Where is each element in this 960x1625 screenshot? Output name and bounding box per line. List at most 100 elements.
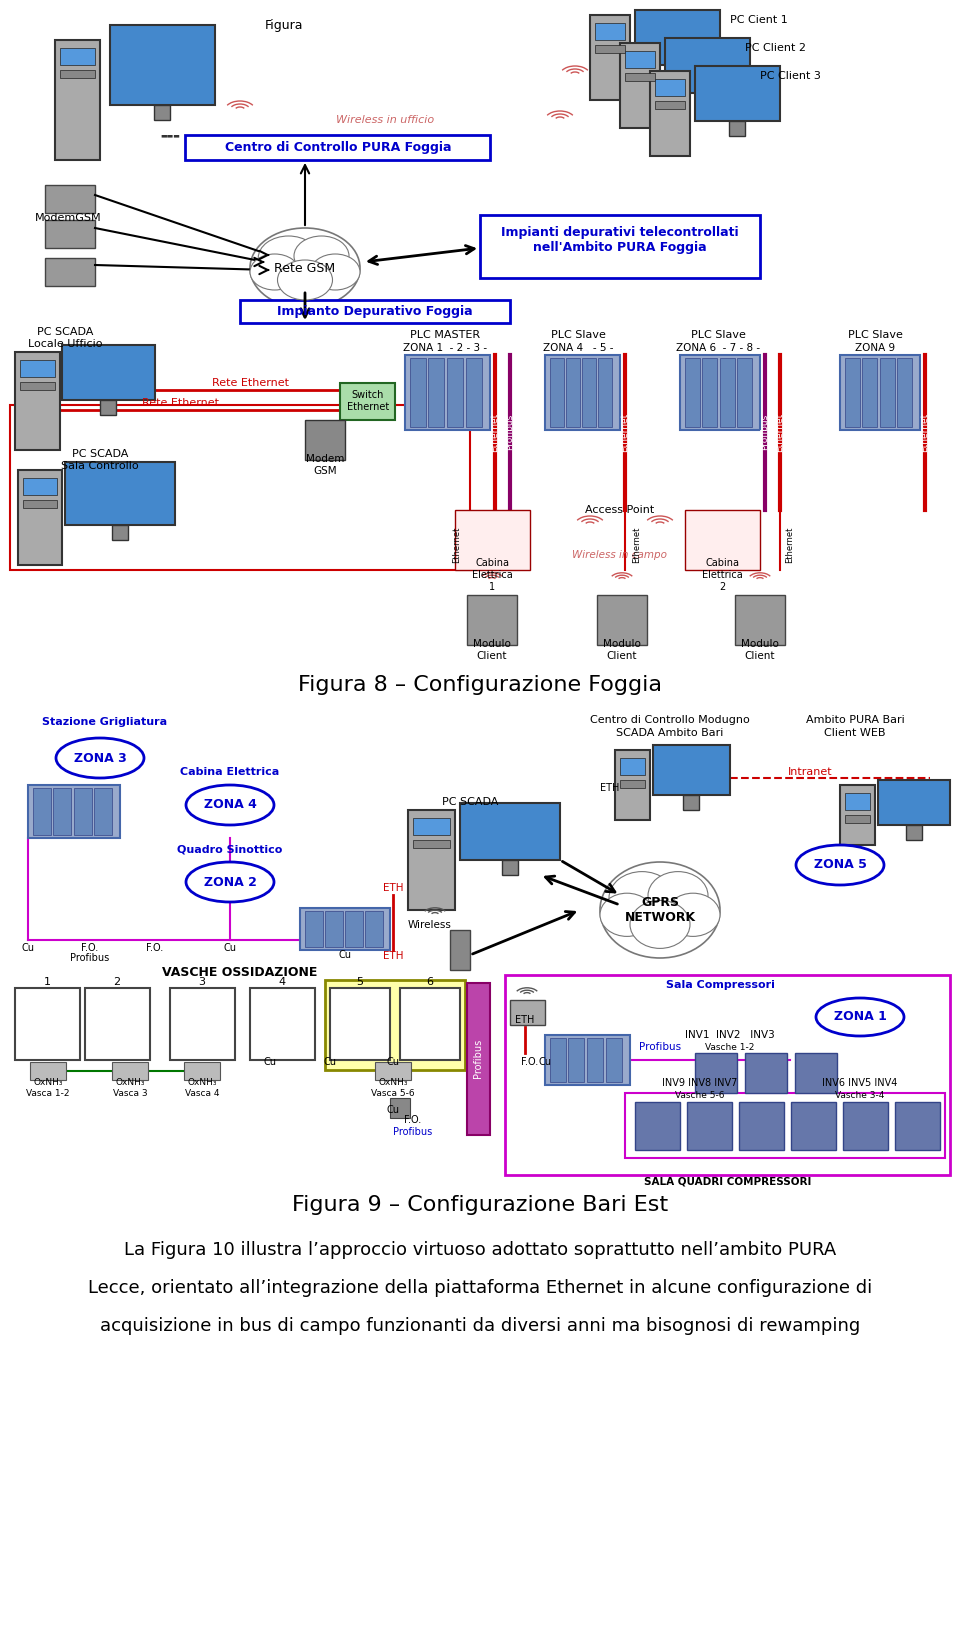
FancyBboxPatch shape	[480, 214, 760, 278]
Text: ZONA 1  - 2 - 3 -: ZONA 1 - 2 - 3 -	[403, 343, 487, 353]
FancyBboxPatch shape	[739, 1102, 784, 1150]
Text: La Figura 10 illustra l’approccio virtuoso adottato soprattutto nell’ambito PURA: La Figura 10 illustra l’approccio virtuo…	[124, 1242, 836, 1259]
FancyBboxPatch shape	[45, 185, 95, 213]
Text: Cu: Cu	[21, 942, 35, 952]
Text: Figura: Figura	[265, 18, 303, 31]
Ellipse shape	[648, 871, 708, 920]
FancyBboxPatch shape	[625, 50, 655, 68]
Text: acquisizione in bus di campo funzionanti da diversi anni ma bisognosi di rewampi: acquisizione in bus di campo funzionanti…	[100, 1316, 860, 1336]
FancyBboxPatch shape	[862, 358, 877, 427]
FancyBboxPatch shape	[878, 780, 950, 826]
Text: Ethernet: Ethernet	[491, 413, 499, 452]
Text: Figura 9 – Configurazione Bari Est: Figura 9 – Configurazione Bari Est	[292, 1194, 668, 1216]
FancyBboxPatch shape	[598, 358, 612, 427]
Text: OxNH₃
Vasca 5-6: OxNH₃ Vasca 5-6	[372, 1079, 415, 1098]
Text: PC Cient 1: PC Cient 1	[730, 15, 788, 24]
FancyBboxPatch shape	[597, 595, 647, 645]
Text: Centro di Controllo PURA Foggia: Centro di Controllo PURA Foggia	[225, 140, 451, 153]
Text: Profibus: Profibus	[70, 952, 109, 964]
Ellipse shape	[186, 861, 274, 902]
FancyBboxPatch shape	[390, 1098, 410, 1118]
FancyBboxPatch shape	[845, 793, 870, 809]
FancyBboxPatch shape	[720, 358, 735, 427]
Text: Wireless: Wireless	[408, 920, 452, 929]
FancyBboxPatch shape	[795, 1053, 837, 1094]
Ellipse shape	[258, 236, 319, 279]
FancyBboxPatch shape	[665, 37, 750, 93]
Text: Cu: Cu	[539, 1056, 551, 1068]
FancyBboxPatch shape	[23, 478, 57, 496]
FancyBboxPatch shape	[695, 1053, 737, 1094]
FancyBboxPatch shape	[729, 120, 745, 136]
FancyBboxPatch shape	[340, 384, 395, 419]
FancyBboxPatch shape	[240, 301, 510, 323]
FancyBboxPatch shape	[655, 80, 685, 96]
Text: 6: 6	[426, 977, 434, 986]
Text: ZONA 4: ZONA 4	[204, 798, 256, 811]
FancyBboxPatch shape	[550, 358, 564, 427]
Text: Vasche 1-2: Vasche 1-2	[706, 1043, 755, 1051]
Text: F.O.: F.O.	[82, 942, 99, 952]
Text: Cu: Cu	[387, 1105, 399, 1115]
FancyBboxPatch shape	[595, 46, 625, 54]
FancyBboxPatch shape	[635, 1102, 680, 1150]
FancyBboxPatch shape	[467, 983, 490, 1134]
Text: OxNH₃
Vasca 4: OxNH₃ Vasca 4	[184, 1079, 219, 1098]
Text: Rete Ethernet: Rete Ethernet	[141, 398, 219, 408]
Text: VASCHE OSSIDAZIONE: VASCHE OSSIDAZIONE	[162, 965, 318, 978]
Ellipse shape	[816, 998, 904, 1037]
FancyBboxPatch shape	[23, 500, 57, 509]
Text: Ethernet: Ethernet	[921, 413, 929, 452]
Text: Cu: Cu	[387, 1056, 399, 1068]
Text: ZONA 4   - 5 -: ZONA 4 - 5 -	[542, 343, 613, 353]
FancyBboxPatch shape	[305, 912, 323, 947]
Text: 1: 1	[43, 977, 51, 986]
Text: ZONA 5: ZONA 5	[813, 858, 867, 871]
FancyBboxPatch shape	[325, 912, 343, 947]
Text: ETH: ETH	[516, 1016, 535, 1025]
FancyBboxPatch shape	[695, 67, 780, 120]
FancyBboxPatch shape	[428, 358, 444, 427]
FancyBboxPatch shape	[184, 1063, 220, 1081]
Text: Quadro Sinottico: Quadro Sinottico	[178, 845, 282, 855]
FancyBboxPatch shape	[20, 382, 55, 390]
FancyBboxPatch shape	[460, 803, 560, 860]
FancyBboxPatch shape	[466, 358, 482, 427]
Text: Ethernet: Ethernet	[776, 413, 784, 452]
FancyBboxPatch shape	[845, 358, 860, 427]
Text: Vasche 5-6: Vasche 5-6	[675, 1090, 725, 1100]
Text: ZONA 2: ZONA 2	[204, 876, 256, 889]
Text: Profibus: Profibus	[639, 1042, 681, 1051]
Text: Sala Compressori: Sala Compressori	[665, 980, 775, 990]
Text: Client WEB: Client WEB	[825, 728, 886, 738]
Text: Cu: Cu	[339, 951, 351, 960]
FancyBboxPatch shape	[505, 975, 950, 1175]
Text: F.O.: F.O.	[521, 1056, 539, 1068]
FancyBboxPatch shape	[450, 929, 470, 970]
Ellipse shape	[250, 228, 360, 309]
FancyBboxPatch shape	[53, 788, 71, 835]
Text: Rete GSM: Rete GSM	[275, 262, 336, 275]
Text: ZONA 9: ZONA 9	[855, 343, 895, 353]
Text: 4: 4	[278, 977, 285, 986]
Text: Rete Ethernet: Rete Ethernet	[211, 379, 289, 388]
FancyBboxPatch shape	[791, 1102, 836, 1150]
Text: ModemGSM: ModemGSM	[35, 213, 102, 223]
FancyBboxPatch shape	[45, 258, 95, 286]
FancyBboxPatch shape	[620, 780, 645, 788]
FancyBboxPatch shape	[100, 400, 116, 414]
Text: Vasche 3-4: Vasche 3-4	[835, 1090, 885, 1100]
Ellipse shape	[630, 900, 690, 949]
Text: 3: 3	[199, 977, 205, 986]
Text: Cabina
Elettrica
1: Cabina Elettrica 1	[471, 559, 513, 592]
FancyBboxPatch shape	[625, 73, 655, 81]
Text: Ambito PURA Bari: Ambito PURA Bari	[805, 715, 904, 725]
Text: PC Client 3: PC Client 3	[760, 72, 821, 81]
FancyBboxPatch shape	[405, 354, 490, 431]
FancyBboxPatch shape	[595, 23, 625, 41]
Text: Cabina
Elettrica
2: Cabina Elettrica 2	[702, 559, 742, 592]
FancyBboxPatch shape	[300, 908, 390, 951]
FancyBboxPatch shape	[45, 219, 95, 249]
FancyBboxPatch shape	[545, 1035, 630, 1086]
FancyBboxPatch shape	[582, 358, 596, 427]
